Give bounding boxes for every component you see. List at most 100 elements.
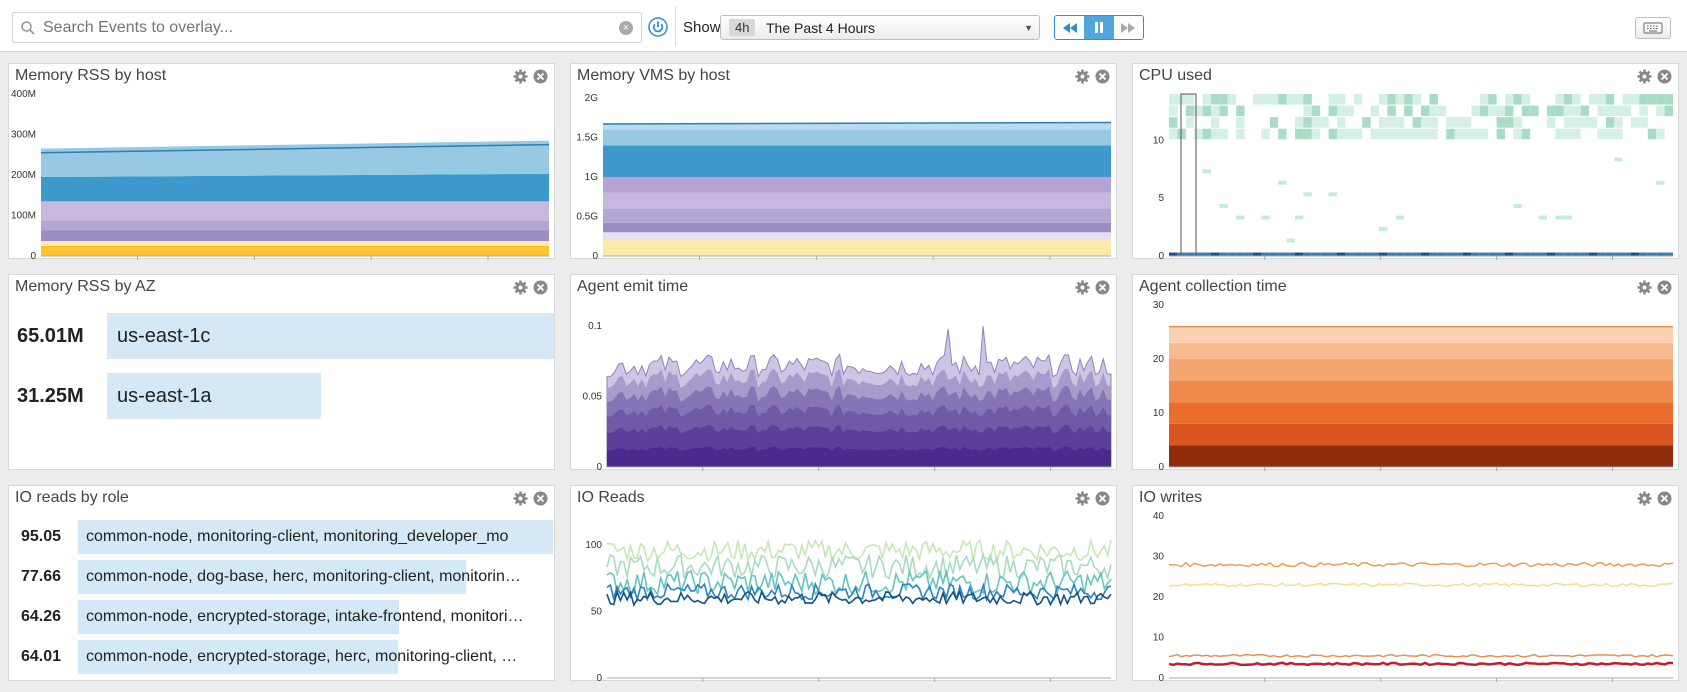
heatmap-cell [1345, 252, 1354, 257]
y-tick-label: 20 [1153, 592, 1165, 603]
close-icon[interactable] [1095, 69, 1110, 84]
heatmap-cell [1236, 105, 1245, 117]
widget-cpu-used: CPU used 12:0013:0014:0015:001050 [1132, 63, 1679, 260]
gear-icon[interactable] [1075, 69, 1090, 84]
heatmap-cell [1185, 117, 1195, 128]
heatmap-cell [1177, 252, 1186, 257]
rewind-button[interactable] [1055, 16, 1085, 39]
close-icon[interactable] [1657, 491, 1672, 506]
pause-icon [1094, 22, 1103, 33]
heatmap-cell [1597, 252, 1606, 257]
keyboard-shortcuts-button[interactable] [1635, 17, 1671, 39]
heatmap-cell [1496, 117, 1505, 128]
heatmap-cell [1404, 128, 1413, 140]
heatmap-cell [1185, 252, 1195, 257]
heatmap-cell [1311, 252, 1321, 257]
series-line [1168, 561, 1674, 568]
close-icon[interactable] [533, 280, 548, 295]
search-input[interactable] [43, 17, 603, 39]
area-series [1169, 402, 1673, 424]
heatmap-cell [1328, 105, 1337, 117]
heatmap-cell [1622, 94, 1631, 105]
heatmap-cell [1194, 105, 1203, 117]
heatmap-cell [1278, 180, 1287, 185]
gear-icon[interactable] [513, 69, 528, 84]
heatmap-cell [1311, 117, 1321, 128]
fast-forward-icon [1121, 22, 1136, 33]
widget-memory-rss-by-az: Memory RSS by AZ 65.01M us-east-1c 31.25… [8, 274, 555, 470]
heatmap-cell [1631, 94, 1640, 105]
toplist-bar [107, 373, 321, 419]
heatmap-cell [1505, 94, 1514, 105]
heatmap-cell [1295, 252, 1304, 257]
y-tick-label: 5 [1158, 193, 1164, 204]
y-tick-label: 400M [11, 90, 36, 100]
heatmap-cell [1538, 252, 1547, 257]
power-icon[interactable] [648, 17, 668, 37]
close-icon[interactable] [1095, 280, 1110, 295]
heatmap-cell [1295, 117, 1304, 128]
heatmap-cell [1471, 252, 1480, 257]
widget-title: IO Reads [577, 489, 645, 506]
heatmap-cell [1647, 252, 1657, 257]
agent-collection-chart: 12:0013:0014:0015:003020100 [1153, 301, 1673, 471]
heatmap-cell [1555, 94, 1564, 105]
heatmap-cell [1605, 117, 1615, 128]
gear-icon[interactable] [1637, 69, 1652, 84]
heatmap-cell [1295, 215, 1304, 220]
time-range-select[interactable]: 4h The Past 4 Hours ▼ [720, 15, 1040, 40]
heatmap-cell [1202, 105, 1211, 117]
heatmap-cell [1295, 128, 1304, 140]
heatmap-cell [1337, 128, 1346, 140]
heatmap-cell [1429, 252, 1438, 257]
heatmap-cell [1614, 252, 1623, 257]
widget-title: Memory RSS by AZ [15, 278, 156, 295]
heatmap-cell [1278, 128, 1287, 140]
y-tick-label: 0 [1158, 673, 1164, 682]
heatmap-cell [1353, 252, 1363, 257]
heatmap-cell [1656, 252, 1665, 257]
toolbar-divider [675, 6, 676, 46]
heatmap-cell [1412, 128, 1421, 140]
list-item: 77.66 common-node, dog-base, herc, monit… [17, 560, 557, 594]
toplist-label: common-node, encrypted-storage, intake-f… [86, 608, 524, 625]
heatmap-cell [1437, 105, 1447, 117]
cpu-heatmap-chart: 12:0013:0014:0015:001050 [1153, 93, 1673, 260]
heatmap-cell [1639, 94, 1648, 105]
toplist-bar [78, 560, 466, 594]
heatmap-cell [1488, 94, 1497, 105]
heatmap-cell [1656, 105, 1665, 117]
heatmap-cell [1656, 94, 1665, 105]
search-icon [21, 21, 35, 35]
heatmap-cell [1639, 117, 1648, 128]
close-icon[interactable] [1657, 69, 1672, 84]
heatmap-cell [1202, 128, 1211, 140]
gear-icon[interactable] [1637, 491, 1652, 506]
series-line [1168, 582, 1674, 588]
close-icon[interactable] [1095, 491, 1110, 506]
area-series [603, 208, 1111, 223]
clear-icon[interactable]: × [619, 21, 633, 35]
y-tick-label: 30 [1153, 552, 1165, 563]
heatmap-cell [1236, 252, 1245, 257]
gear-icon[interactable] [1075, 280, 1090, 295]
heatmap-cell [1664, 94, 1673, 105]
pause-button[interactable] [1084, 16, 1114, 39]
close-icon[interactable] [533, 491, 548, 506]
gear-icon[interactable] [513, 280, 528, 295]
gear-icon[interactable] [1075, 491, 1090, 506]
gear-icon[interactable] [1637, 280, 1652, 295]
heatmap-cell [1572, 117, 1581, 128]
heatmap-cell [1412, 94, 1421, 105]
search-box[interactable]: × [12, 12, 642, 43]
heatmap-cell [1614, 128, 1623, 140]
heatmap-cell [1303, 252, 1312, 257]
area-series [603, 222, 1111, 233]
gear-icon[interactable] [513, 491, 528, 506]
y-tick-label: 40 [1153, 512, 1165, 522]
close-icon[interactable] [533, 69, 548, 84]
widget-memory-vms-by-host: Memory VMS by host 12:0013:0014:0015:002… [570, 63, 1117, 260]
heatmap-cell [1471, 105, 1480, 117]
close-icon[interactable] [1657, 280, 1672, 295]
fast-forward-button[interactable] [1113, 16, 1143, 39]
